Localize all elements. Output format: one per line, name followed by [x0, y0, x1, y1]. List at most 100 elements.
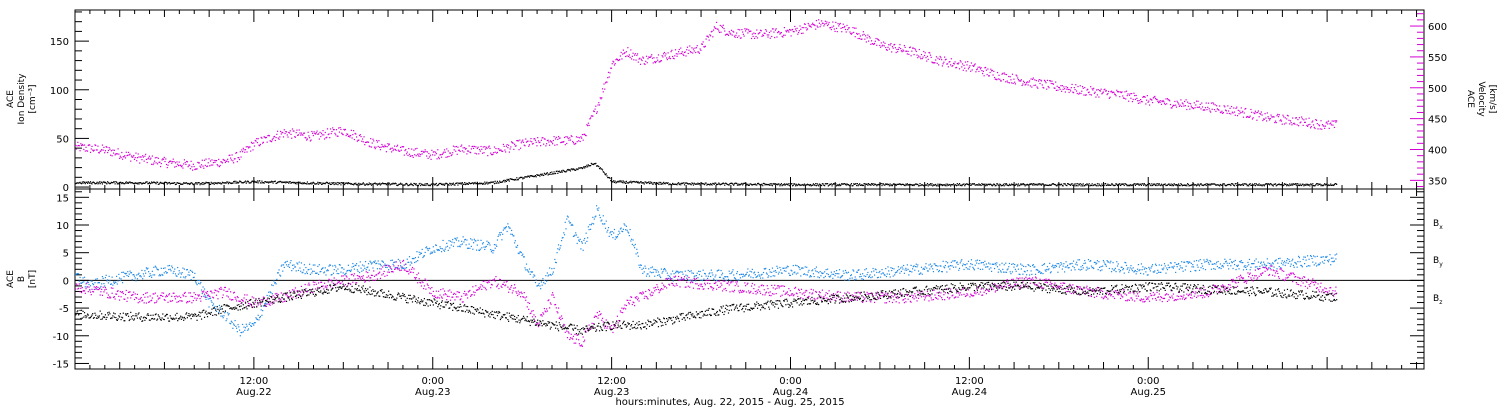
density-point: [901, 183, 903, 186]
velocity-point: [803, 23, 806, 25]
velocity-point: [536, 145, 538, 147]
by-point: [1052, 264, 1054, 266]
velocity-point: [748, 29, 750, 31]
density-point: [211, 183, 213, 185]
velocity-point: [127, 151, 130, 153]
by-point: [209, 297, 212, 299]
by-point: [1155, 264, 1157, 267]
by-point: [247, 329, 249, 331]
density-point: [990, 184, 993, 186]
by-point: [126, 274, 128, 277]
by-point: [915, 263, 917, 265]
density-point: [385, 184, 387, 186]
density-point: [530, 175, 532, 177]
density-point: [1014, 184, 1016, 187]
by-point: [990, 270, 993, 272]
by-point: [566, 215, 569, 217]
bottom-panel-frame: [74, 188, 1425, 370]
density-point: [409, 184, 411, 186]
velocity-point: [978, 70, 980, 73]
density-point: [938, 183, 941, 186]
density-point: [859, 183, 861, 185]
density-point: [967, 184, 970, 186]
velocity-point: [982, 70, 984, 72]
density-point: [558, 170, 560, 172]
density-point: [113, 181, 115, 183]
velocity-point: [427, 157, 429, 159]
density-point: [466, 183, 468, 185]
density-point: [490, 181, 492, 183]
by-point: [354, 264, 356, 266]
density-point: [1005, 184, 1007, 186]
by-point: [81, 281, 83, 283]
velocity-point: [165, 158, 167, 160]
velocity-point: [1066, 88, 1068, 90]
by-point: [762, 277, 764, 279]
velocity-point: [694, 47, 696, 49]
density-point: [366, 183, 368, 185]
by-point: [95, 278, 97, 280]
velocity-point: [573, 143, 575, 145]
velocity-point: [829, 27, 832, 29]
by-point: [1132, 267, 1134, 269]
by-point: [958, 267, 961, 269]
density-point: [1025, 184, 1027, 186]
velocity-point: [993, 70, 995, 73]
velocity-point: [1058, 86, 1060, 89]
density-point: [766, 183, 768, 186]
by-point: [1018, 273, 1020, 275]
velocity-point: [1192, 107, 1195, 110]
velocity-point: [935, 56, 938, 58]
velocity-point: [1136, 97, 1138, 100]
velocity-point: [1204, 109, 1206, 111]
by-point: [589, 224, 591, 226]
by-point: [124, 272, 126, 274]
by-point: [586, 240, 588, 242]
by-point: [633, 247, 636, 249]
density-point: [1156, 184, 1158, 187]
velocity-point: [857, 37, 859, 40]
velocity-point: [209, 165, 211, 167]
density-point: [435, 182, 437, 185]
velocity-point: [682, 53, 684, 55]
velocity-point: [1207, 106, 1209, 108]
velocity-point: [260, 136, 262, 138]
by-point: [553, 267, 555, 270]
density-point: [249, 182, 251, 184]
density-point: [1325, 183, 1327, 186]
velocity-point: [813, 24, 815, 26]
velocity-point: [1253, 112, 1255, 114]
velocity-point: [183, 163, 185, 165]
density-point: [1064, 183, 1066, 185]
by-point: [218, 304, 221, 307]
by-point: [1127, 267, 1129, 269]
density-point: [1167, 183, 1169, 186]
by-point: [213, 307, 215, 310]
by-point: [268, 291, 270, 293]
velocity-point: [1278, 114, 1280, 116]
velocity-point: [314, 132, 316, 135]
by-point: [1035, 269, 1037, 271]
by-point: [779, 266, 781, 269]
density-point: [1186, 185, 1188, 187]
by-point: [317, 265, 319, 267]
by-point: [571, 223, 573, 226]
density-point: [926, 183, 929, 185]
density-point: [1269, 183, 1271, 185]
velocity-point: [183, 159, 186, 161]
velocity-point: [1078, 93, 1080, 95]
density-point: [156, 181, 159, 183]
by-point: [625, 229, 627, 231]
density-point: [398, 183, 400, 185]
by-point: [985, 263, 987, 265]
velocity-point: [644, 63, 646, 66]
by-point: [352, 262, 354, 265]
by-point: [1011, 263, 1013, 265]
velocity-point: [306, 138, 308, 140]
density-point: [153, 181, 155, 183]
velocity-point: [1063, 86, 1065, 88]
density-point: [739, 184, 742, 186]
by-point: [803, 273, 806, 275]
